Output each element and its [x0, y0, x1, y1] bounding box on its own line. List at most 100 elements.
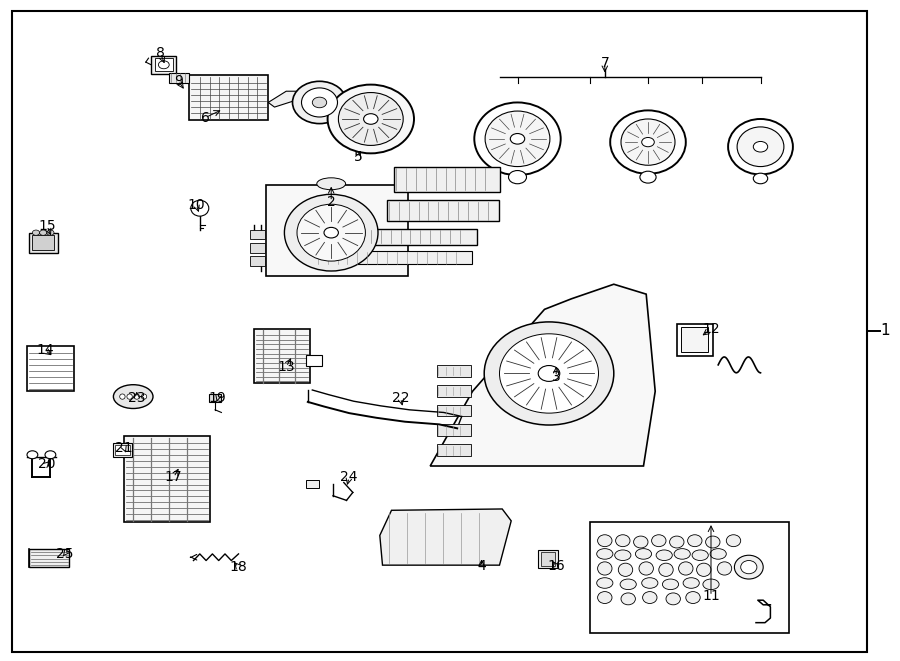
Text: 22: 22: [392, 391, 410, 405]
Bar: [27, 346, 74, 391]
Polygon shape: [380, 509, 511, 565]
Ellipse shape: [32, 230, 40, 235]
Bar: [266, 185, 408, 276]
Bar: [124, 436, 210, 522]
Ellipse shape: [191, 200, 209, 216]
Ellipse shape: [328, 85, 414, 153]
Bar: [436, 365, 471, 377]
Ellipse shape: [474, 102, 561, 175]
Ellipse shape: [659, 563, 673, 576]
Ellipse shape: [640, 171, 656, 183]
Ellipse shape: [679, 562, 693, 575]
Ellipse shape: [710, 549, 726, 559]
Ellipse shape: [686, 592, 700, 603]
Bar: [436, 444, 471, 456]
Text: 4: 4: [477, 559, 486, 574]
Text: 6: 6: [201, 110, 210, 125]
Bar: [189, 75, 268, 120]
Bar: [306, 480, 319, 488]
Text: 24: 24: [340, 470, 358, 485]
Text: 17: 17: [165, 470, 183, 485]
Bar: [677, 324, 713, 356]
Bar: [387, 200, 500, 221]
Ellipse shape: [703, 579, 719, 590]
Text: 23: 23: [128, 391, 146, 405]
Text: 11: 11: [702, 589, 720, 603]
Ellipse shape: [652, 535, 666, 547]
Bar: [29, 549, 69, 567]
Ellipse shape: [692, 550, 708, 561]
Ellipse shape: [485, 111, 550, 167]
Ellipse shape: [598, 592, 612, 603]
Ellipse shape: [662, 579, 679, 590]
Ellipse shape: [338, 93, 403, 145]
Bar: [328, 229, 477, 245]
Ellipse shape: [500, 334, 598, 413]
Text: 5: 5: [354, 150, 363, 165]
Bar: [541, 552, 555, 566]
Text: 9: 9: [174, 73, 183, 88]
Polygon shape: [268, 91, 297, 107]
Bar: [254, 329, 310, 383]
Ellipse shape: [618, 563, 633, 576]
Bar: [250, 243, 265, 253]
Ellipse shape: [284, 194, 378, 271]
Text: 2: 2: [327, 194, 336, 209]
Bar: [315, 251, 472, 264]
Ellipse shape: [634, 536, 648, 548]
Ellipse shape: [741, 561, 757, 574]
Ellipse shape: [113, 385, 153, 408]
Bar: [151, 56, 176, 74]
Ellipse shape: [45, 451, 56, 459]
Text: 25: 25: [56, 547, 74, 561]
Ellipse shape: [508, 171, 526, 184]
Ellipse shape: [616, 535, 630, 547]
Ellipse shape: [292, 81, 346, 124]
Text: 16: 16: [547, 559, 565, 574]
Ellipse shape: [643, 592, 657, 603]
Ellipse shape: [597, 549, 613, 559]
Ellipse shape: [621, 593, 635, 605]
Ellipse shape: [642, 137, 654, 147]
Ellipse shape: [598, 535, 612, 547]
Bar: [29, 233, 58, 253]
Ellipse shape: [484, 322, 614, 425]
Bar: [169, 73, 189, 83]
Polygon shape: [430, 284, 655, 466]
Ellipse shape: [141, 394, 147, 399]
Ellipse shape: [635, 549, 652, 559]
Ellipse shape: [728, 119, 793, 175]
Ellipse shape: [670, 536, 684, 548]
Bar: [436, 385, 471, 397]
Text: 19: 19: [209, 391, 227, 405]
Ellipse shape: [734, 555, 763, 579]
Text: 20: 20: [38, 457, 56, 471]
Ellipse shape: [642, 578, 658, 588]
Bar: [155, 58, 173, 71]
Ellipse shape: [324, 227, 338, 238]
Ellipse shape: [120, 394, 125, 399]
Ellipse shape: [666, 593, 680, 605]
Text: 15: 15: [38, 219, 56, 233]
Bar: [436, 424, 471, 436]
Ellipse shape: [726, 535, 741, 547]
Ellipse shape: [717, 562, 732, 575]
Text: 13: 13: [277, 360, 295, 374]
Text: 10: 10: [187, 198, 205, 212]
Bar: [436, 405, 471, 416]
Ellipse shape: [158, 61, 169, 69]
Ellipse shape: [364, 114, 378, 124]
Ellipse shape: [706, 536, 720, 548]
Bar: [115, 445, 130, 455]
Ellipse shape: [688, 535, 702, 547]
Text: 8: 8: [156, 46, 165, 60]
Ellipse shape: [47, 230, 54, 235]
Ellipse shape: [620, 579, 636, 590]
Bar: [538, 550, 558, 568]
Ellipse shape: [27, 451, 38, 459]
Ellipse shape: [737, 127, 784, 167]
Text: 21: 21: [115, 441, 133, 455]
Bar: [394, 167, 500, 192]
Ellipse shape: [598, 562, 612, 575]
Bar: [306, 355, 322, 366]
